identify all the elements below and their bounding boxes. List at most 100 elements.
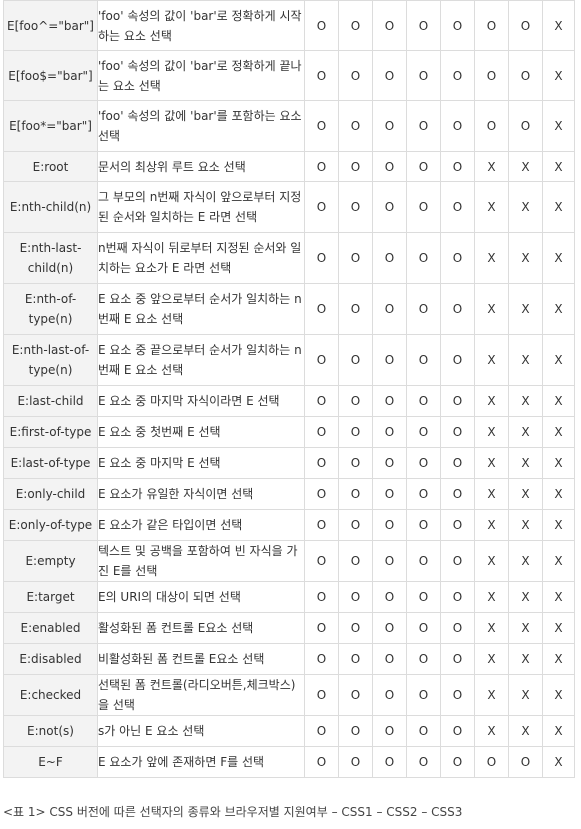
support-mark: O: [440, 283, 475, 335]
selector-support-table: E[foo^="bar"]'foo' 속성의 값이 'bar'로 정확하게 시작…: [3, 0, 575, 778]
table-row: E:last-of-type E 요소 중 마지막 E 선택 O O O O O X X X: [3, 447, 575, 479]
support-mark: O: [406, 447, 441, 479]
table-row: E[foo$="bar"]'foo' 속성의 값이 'bar'로 정확하게 끝나…: [3, 50, 575, 101]
support-mark: X: [474, 612, 509, 644]
support-mark: O: [338, 509, 373, 541]
support-mark: O: [304, 151, 339, 182]
support-mark: O: [338, 674, 373, 716]
selector-description: E의 URI의 대상이 되면 선택: [97, 581, 305, 613]
support-mark: O: [406, 715, 441, 747]
support-mark: O: [440, 334, 475, 386]
support-mark: O: [304, 612, 339, 644]
selector-description: 비활성화된 폼 컨트롤 E요소 선택: [97, 643, 305, 675]
support-mark: O: [372, 715, 407, 747]
support-mark: O: [474, 100, 509, 152]
selector-name: E:empty: [3, 540, 98, 582]
support-mark: O: [304, 232, 339, 284]
selector-description: 활성화된 폼 컨트롤 E요소 선택: [97, 612, 305, 644]
support-mark: X: [474, 385, 509, 417]
support-mark: O: [304, 581, 339, 613]
table-row: E:disabled 비활성화된 폼 컨트롤 E요소 선택 O O O O O X X X: [3, 643, 575, 675]
support-mark: O: [474, 746, 509, 778]
selector-description: 'foo' 속성의 값에 'bar'를 포함하는 요소 선택: [97, 100, 305, 152]
table-row: E:enabled 활성화된 폼 컨트롤 E요소 선택 O O O O O X X X: [3, 612, 575, 644]
selector-description: n번째 자식이 뒤로부터 지정된 순서와 일치하는 요소가 E 라면 선택: [97, 232, 305, 284]
support-mark: O: [406, 581, 441, 613]
support-mark: O: [304, 447, 339, 479]
support-mark: X: [542, 50, 575, 101]
support-mark: O: [508, 0, 543, 51]
support-mark: O: [338, 612, 373, 644]
support-mark: O: [372, 50, 407, 101]
support-mark: X: [542, 181, 575, 233]
support-mark: O: [338, 581, 373, 613]
support-mark: O: [304, 715, 339, 747]
table-row: E[foo^="bar"]'foo' 속성의 값이 'bar'로 정확하게 시작…: [3, 0, 575, 51]
support-mark: O: [406, 181, 441, 233]
support-mark: X: [542, 334, 575, 386]
support-mark: O: [372, 334, 407, 386]
selector-description: 'foo' 속성의 값이 'bar'로 정확하게 끝나는 요소 선택: [97, 50, 305, 101]
support-mark: X: [542, 509, 575, 541]
support-mark: O: [304, 50, 339, 101]
table-row: E:nth-last-child(n) n번째 자식이 뒤로부터 지정된 순서와 …: [3, 232, 575, 284]
support-mark: X: [474, 581, 509, 613]
support-mark: X: [508, 181, 543, 233]
support-mark: O: [304, 334, 339, 386]
support-mark: O: [474, 50, 509, 101]
selector-name: E:nth-child(n): [3, 181, 98, 233]
support-mark: X: [508, 232, 543, 284]
selector-name: E:enabled: [3, 612, 98, 644]
support-mark: X: [542, 416, 575, 448]
support-mark: X: [542, 151, 575, 182]
support-mark: X: [542, 478, 575, 510]
selector-description: E 요소가 같은 타입이면 선택: [97, 509, 305, 541]
support-mark: O: [338, 232, 373, 284]
support-mark: O: [304, 0, 339, 51]
support-mark: O: [372, 151, 407, 182]
selector-description: E 요소가 유일한 자식이면 선택: [97, 478, 305, 510]
support-mark: O: [406, 50, 441, 101]
selector-description: E 요소 중 첫번째 E 선택: [97, 416, 305, 448]
support-mark: X: [542, 0, 575, 51]
table-row: E:only-child E 요소가 유일한 자식이면 선택 O O O O O X X X: [3, 478, 575, 510]
selector-description: 그 부모의 n번째 자식이 앞으로부터 지정된 순서와 일치하는 E 라면 선택: [97, 181, 305, 233]
support-mark: X: [542, 385, 575, 417]
support-mark: O: [372, 746, 407, 778]
support-mark: X: [542, 643, 575, 675]
support-mark: O: [508, 746, 543, 778]
table-row: E~F E 요소가 앞에 존재하면 F를 선택 O O O O O O O X: [3, 746, 575, 778]
support-mark: O: [372, 612, 407, 644]
table-caption: <표 1> CSS 버전에 따른 선택자의 종류와 브라우저별 지원여부 – C…: [3, 805, 463, 819]
support-mark: O: [338, 478, 373, 510]
support-mark: O: [440, 151, 475, 182]
support-mark: O: [338, 0, 373, 51]
support-mark: X: [474, 715, 509, 747]
support-mark: O: [406, 674, 441, 716]
table-row: E:empty 텍스트 및 공백을 포함하여 빈 자식을 가진 E를 선택 O O O O…: [3, 540, 575, 582]
support-mark: X: [474, 151, 509, 182]
selector-description: 'foo' 속성의 값이 'bar'로 정확하게 시작하는 요소 선택: [97, 0, 305, 51]
support-mark: O: [338, 181, 373, 233]
support-mark: O: [406, 540, 441, 582]
support-mark: O: [440, 643, 475, 675]
table-row: E:nth-last-of-type(n) E 요소 중 끝으로부터 순서가 일치…: [3, 334, 575, 386]
support-mark: O: [338, 416, 373, 448]
support-mark: O: [338, 715, 373, 747]
support-mark: O: [372, 509, 407, 541]
support-mark: X: [474, 181, 509, 233]
support-mark: O: [440, 478, 475, 510]
selector-name: E:target: [3, 581, 98, 613]
support-mark: X: [542, 232, 575, 284]
support-mark: X: [508, 385, 543, 417]
selector-name: E~F: [3, 746, 98, 778]
support-mark: O: [304, 100, 339, 152]
support-mark: O: [338, 283, 373, 335]
support-mark: O: [406, 232, 441, 284]
support-mark: O: [440, 385, 475, 417]
support-mark: O: [372, 643, 407, 675]
support-mark: O: [372, 447, 407, 479]
table-row: E:nth-of-type(n) E 요소 중 앞으로부터 순서가 일치하는 n번…: [3, 283, 575, 335]
support-mark: O: [338, 385, 373, 417]
support-mark: X: [542, 100, 575, 152]
